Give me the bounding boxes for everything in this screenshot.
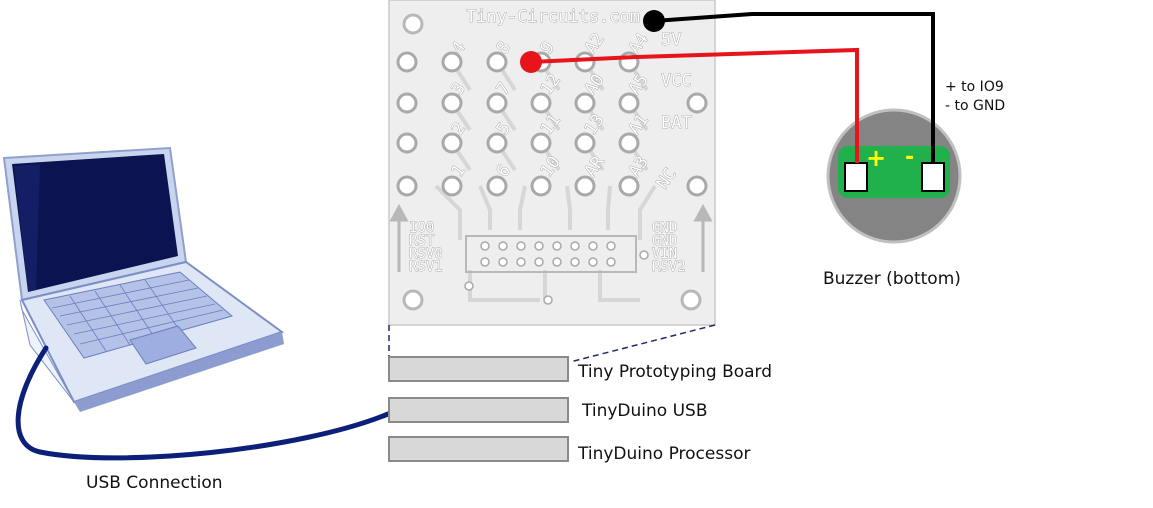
buzzer: + - [826, 108, 962, 244]
right-pin-label: GND [652, 233, 677, 249]
right-pin-label: GND [652, 220, 677, 236]
stack-label-usb: TinyDuino USB [581, 401, 707, 421]
stack-layer-processor [388, 436, 569, 462]
right-pin-label: RSV2 [652, 259, 686, 275]
red-wire [530, 47, 859, 163]
buzzer-minus-pad [921, 162, 945, 192]
usb-connection-label: USB Connection [86, 473, 223, 493]
projection-lines [388, 324, 716, 363]
stack-label-processor: TinyDuino Processor [577, 444, 750, 464]
stack-layer-usb [388, 397, 569, 423]
left-pin-label: RSV1 [409, 259, 443, 275]
left-pin-label: RST [409, 233, 435, 249]
buzzer-plus-symbol: + [866, 144, 886, 172]
buzzer-caption: Buzzer (bottom) [823, 269, 961, 289]
laptop-illustration [2, 146, 285, 412]
left-pin-label: RSV0 [409, 246, 443, 262]
right-pin-label: VIN [652, 246, 677, 262]
buzzer-note-plus: + to IO9 [945, 79, 1004, 95]
black-wire [653, 12, 935, 163]
red-wire-endpoint [520, 51, 542, 73]
buzzer-plus-pad [844, 162, 868, 192]
stack-label-prototyping: Tiny Prototyping Board [577, 362, 772, 382]
stack-layer-prototyping [388, 356, 569, 382]
left-pin-label: IO0 [409, 220, 434, 236]
power-label: BAT [661, 113, 692, 133]
usb-cable [15, 345, 391, 461]
board-brand: Tiny-Circuits.com [466, 7, 640, 27]
board-stack: Tiny Prototyping Board TinyDuino USB Tin… [388, 356, 772, 464]
power-label: VCC [661, 71, 692, 91]
black-wire-endpoint [643, 10, 665, 32]
power-label: 5V [661, 30, 681, 50]
prototyping-board: Tiny-Circuits.com 4 8 9 A2 A4 3 7 12 A0 … [388, 0, 716, 326]
buzzer-note-minus: - to GND [945, 98, 1005, 114]
buzzer-minus-symbol: - [905, 145, 914, 170]
